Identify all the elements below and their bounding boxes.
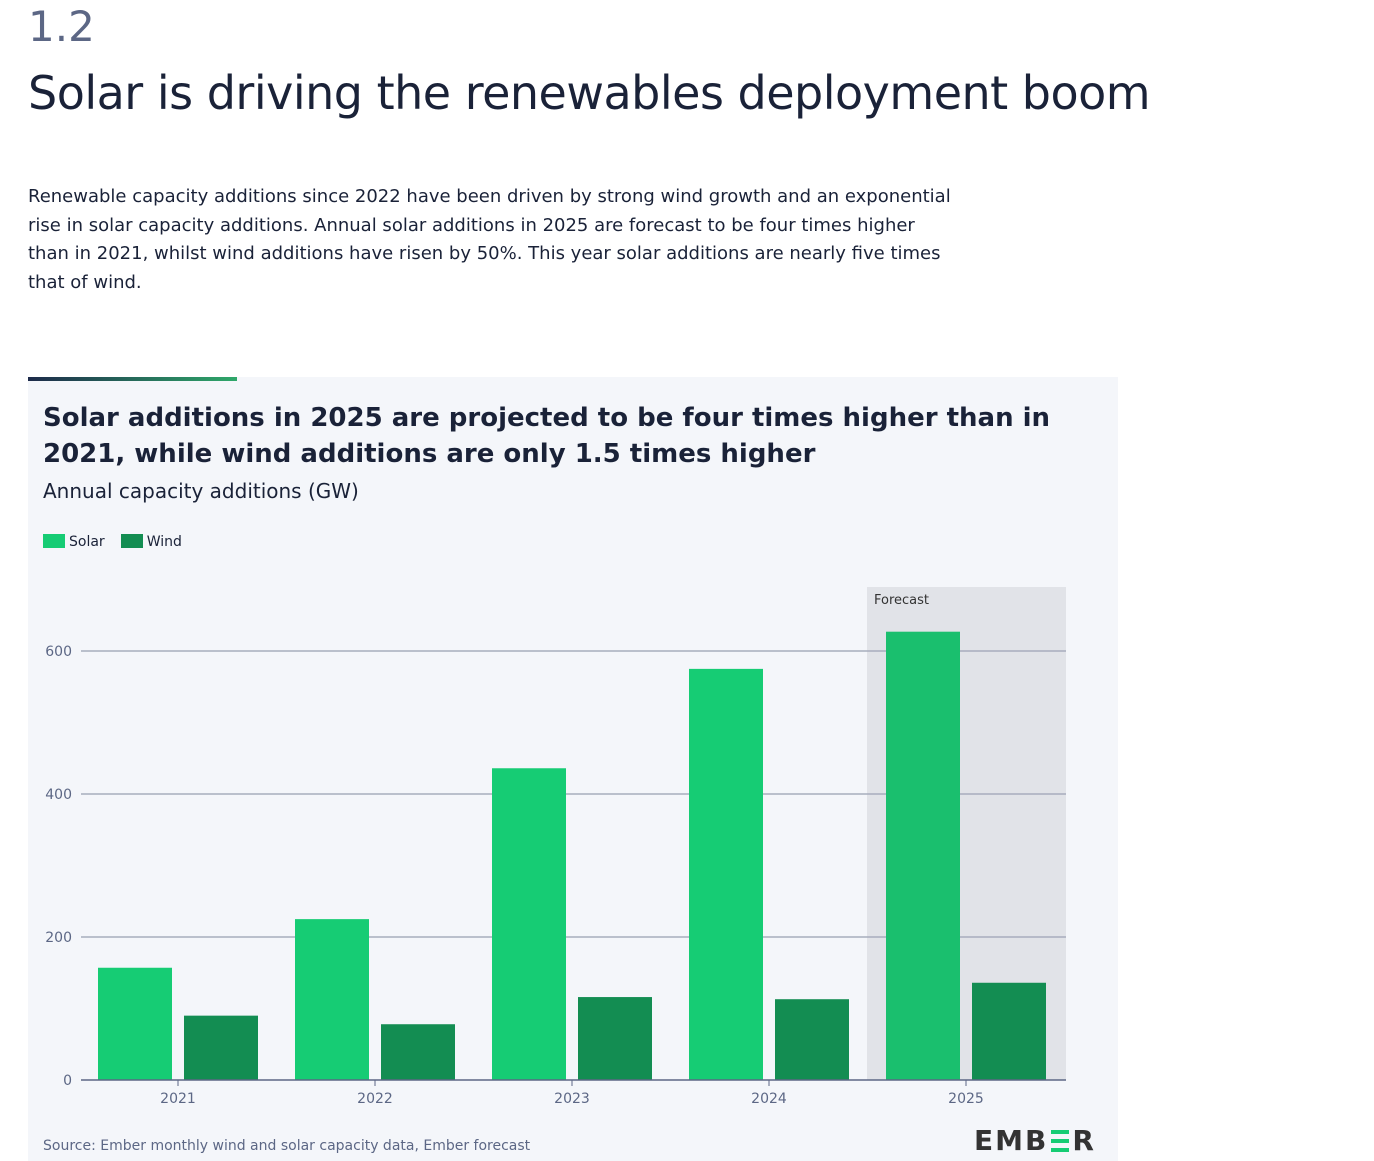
source-note: Source: Ember monthly wind and solar cap… [43,1138,531,1154]
legend-label: Wind [146,534,182,550]
bar-solar-2024 [689,668,763,1080]
legend-item-wind[interactable]: Wind [120,534,182,550]
legend-swatch-wind [120,534,143,548]
bar-wind-2023 [578,997,652,1080]
page-title: Solar is driving the renewables deployme… [28,66,1151,120]
section-number: 1.2 [28,2,95,51]
bar-solar-2023 [492,768,566,1080]
legend-item-solar[interactable]: Solar [43,534,105,550]
x-tick-label: 2023 [554,1091,590,1107]
bar-wind-2021 [184,1015,258,1080]
legend-swatch-solar [43,534,65,548]
accent-bar [28,377,237,381]
legend: Solar Wind [43,534,182,550]
intro-paragraph: Renewable capacity additions since 2022 … [28,186,951,293]
ember-logo: EMB R [974,1124,1096,1157]
chart-title: Solar additions in 2025 are projected to… [43,403,1051,469]
chart-subtitle: Annual capacity additions (GW) [43,479,359,503]
bar-solar-2025 [886,631,960,1080]
y-tick-label: 200 [45,930,72,946]
forecast-label: Forecast [874,593,929,608]
x-tick-label: 2022 [357,1091,393,1107]
bar-wind-2022 [381,1024,455,1080]
bar-wind-2024 [775,999,849,1080]
bar-wind-2025 [972,982,1046,1080]
bar-solar-2022 [295,919,369,1080]
y-tick-label: 0 [63,1073,72,1089]
y-tick-label: 600 [45,644,72,660]
legend-label: Solar [69,534,105,550]
bar-solar-2021 [98,967,172,1080]
y-tick-label: 400 [45,787,72,803]
x-tick-label: 2024 [751,1091,787,1107]
x-tick-label: 2025 [948,1091,984,1107]
x-tick-label: 2021 [160,1091,196,1107]
